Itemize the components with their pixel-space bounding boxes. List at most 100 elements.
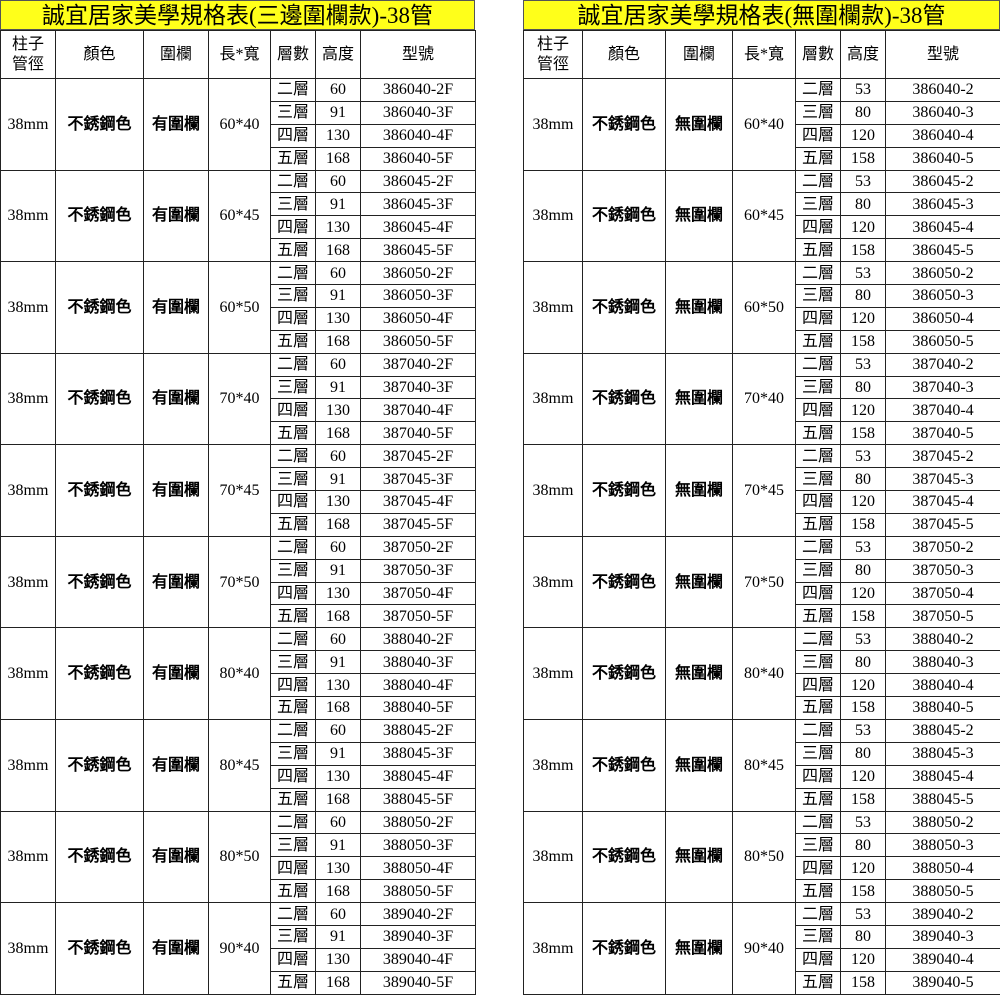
table-row: 38mm 不銹鋼色 有圍欄 60*45 二層 60 386045-2F [0,169,476,263]
layer-cell: 二層 [795,718,841,743]
layer-cell: 三層 [270,100,316,125]
rail-cell: 無圍欄 [665,810,733,904]
size-cell: 70*45 [732,444,796,537]
layer-cell: 四層 [795,764,841,789]
height-cell: 53 [840,718,886,743]
table-row: 五層 158 389040-5 [524,970,1000,995]
size-cell: 60*50 [732,261,796,354]
height-cell: 120 [840,215,886,240]
table-row: 四層 130 389040-4F [1,947,476,972]
height-cell: 80 [840,558,886,583]
size-cell: 70*40 [732,352,796,446]
table-row: 五層 168 388045-5F [1,787,476,812]
layer-cell: 五層 [795,238,841,263]
model-cell: 389040-3 [885,924,1000,949]
height-cell: 130 [315,581,361,606]
table-row: 五層 158 388040-5 [524,696,1000,720]
table-row: 四層 120 386045-4 [524,215,1000,240]
layer-cell: 二層 [795,810,841,835]
height-cell: 168 [315,421,361,446]
height-cell: 158 [840,512,886,537]
height-cell: 158 [840,421,886,446]
layer-cell: 二層 [270,810,316,835]
column-header: 層數 [270,30,316,79]
layer-cell: 二層 [795,535,841,560]
height-cell: 53 [840,444,886,469]
model-cell: 387040-4F [360,398,476,423]
size-cell: 70*50 [732,535,796,629]
height-cell: 91 [315,467,361,492]
column-header: 柱子 管徑 [523,30,583,79]
height-cell: 120 [840,398,886,423]
layer-cell: 五層 [270,238,316,263]
column-header: 型號 [885,30,1000,79]
table-row: 四層 130 386040-4F [1,123,476,148]
height-cell: 53 [840,902,886,926]
height-cell: 80 [840,192,886,217]
size-cell: 90*40 [208,902,271,995]
rail-cell: 無圍欄 [665,718,733,812]
height-cell: 168 [315,146,361,171]
table-row: 五層 168 387050-5F [1,604,476,629]
height-cell: 80 [840,741,886,766]
model-cell: 387045-2 [885,444,1000,469]
table-row: 五層 168 389040-5F [1,970,476,995]
model-cell: 386045-3 [885,192,1000,217]
table-row: 三層 91 386050-3F [1,284,476,308]
height-cell: 53 [840,810,886,835]
model-cell: 389040-2F [360,902,476,926]
layer-cell: 三層 [795,833,841,858]
height-cell: 91 [315,375,361,400]
pipe-diameter-cell: 38mm [0,535,56,629]
model-cell: 387040-2 [885,352,1000,377]
layer-cell: 二層 [270,902,316,926]
layer-cell: 三層 [270,192,316,217]
layer-cell: 四層 [270,398,316,423]
table-row: 38mm 不銹鋼色 無圍欄 80*40 二層 53 388040-2 [523,627,1000,720]
height-cell: 168 [315,787,361,812]
table-row: 四層 120 388050-4 [524,856,1000,881]
color-cell: 不銹鋼色 [55,902,144,995]
model-cell: 386045-2F [360,169,476,194]
rail-cell: 有圍欄 [143,627,209,720]
pipe-diameter-cell: 38mm [523,902,583,995]
rail-cell: 無圍欄 [665,78,733,171]
pipe-diameter-cell: 38mm [0,444,56,537]
layer-cell: 四層 [270,306,316,331]
size-cell: 70*45 [208,444,271,537]
height-cell: 130 [315,673,361,698]
size-cell: 80*45 [208,718,271,812]
table-row: 五層 168 386050-5F [1,329,476,354]
layer-cell: 五層 [795,696,841,720]
size-cell: 90*40 [732,902,796,995]
model-cell: 388050-3F [360,833,476,858]
color-cell: 不銹鋼色 [55,261,144,354]
layer-cell: 四層 [270,856,316,881]
model-cell: 388050-5 [885,879,1000,904]
table-row: 38mm 不銹鋼色 無圍欄 90*40 二層 53 389040-2 [523,902,1000,995]
spec-table-with-rail: 誠宜居家美學規格表(三邊圍欄款)-38管 柱子 管徑 顏色 圍欄 長*寬 層數 高度 型號 38… [0,0,476,995]
pipe-diameter-cell: 38mm [523,78,583,171]
table-row: 四層 120 389040-4 [524,947,1000,972]
layer-cell: 三層 [270,741,316,766]
pipe-diameter-cell: 38mm [0,718,56,812]
column-header: 高度 [315,30,361,79]
layer-cell: 三層 [795,100,841,125]
layer-cell: 三層 [795,924,841,949]
layer-cell: 三層 [795,284,841,308]
pipe-diameter-cell: 38mm [523,169,583,263]
table-row: 38mm 不銹鋼色 無圍欄 70*40 二層 53 387040-2 [523,352,1000,446]
model-cell: 388040-2 [885,627,1000,652]
layer-cell: 五層 [270,604,316,629]
model-cell: 386050-4F [360,306,476,331]
model-cell: 386050-5F [360,329,476,354]
table-row: 38mm 不銹鋼色 有圍欄 80*45 二層 60 388045-2F [0,718,476,812]
layer-cell: 四層 [270,581,316,606]
pipe-diameter-cell: 38mm [523,444,583,537]
table-row: 四層 120 387045-4 [524,490,1000,514]
column-header: 柱子 管徑 [0,30,56,79]
layer-cell: 二層 [270,261,316,286]
table-row: 38mm 不銹鋼色 無圍欄 80*50 二層 53 388050-2 [523,810,1000,904]
height-cell: 60 [315,78,361,102]
table-row: 五層 158 388045-5 [524,787,1000,812]
